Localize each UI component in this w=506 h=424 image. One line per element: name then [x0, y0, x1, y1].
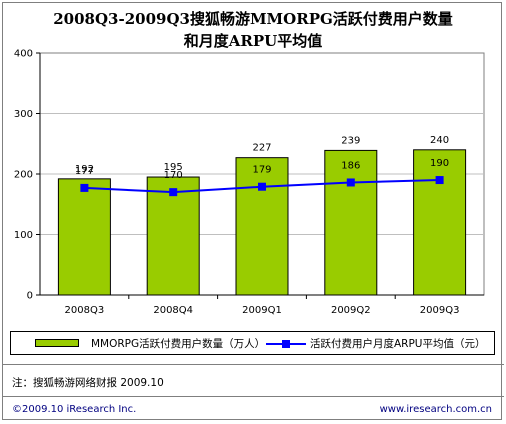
arpu-marker — [435, 176, 444, 185]
arpu-marker — [80, 183, 89, 192]
bar-value-label: 227 — [252, 143, 271, 154]
x-tick-label: 2009Q3 — [420, 305, 460, 316]
arpu-marker — [258, 182, 266, 191]
arpu-marker — [169, 188, 178, 197]
y-tick-label: 300 — [14, 109, 33, 120]
line-value-label: 170 — [164, 170, 183, 181]
bar — [57, 178, 111, 296]
legend-line-label: 活跃付费用户月度ARPU平均值（元） — [310, 338, 486, 350]
x-tick-label: 2009Q1 — [242, 305, 282, 316]
y-tick-label: 100 — [14, 230, 33, 241]
chart-frame — [2, 2, 502, 420]
y-tick-label: 400 — [14, 49, 33, 60]
chart-legend: MMORPG活跃付费用户数量（万人） 活跃付费用户月度ARPU平均值（元） — [10, 331, 495, 355]
website-link[interactable]: www.iresearch.com.cn — [379, 404, 492, 415]
bar-value-label: 240 — [430, 135, 449, 146]
x-tick-label: 2009Q2 — [331, 305, 371, 316]
line-value-label: 186 — [341, 160, 360, 171]
bar-value-label: 192 — [75, 164, 94, 175]
bar — [413, 149, 467, 296]
legend-bar-swatch — [35, 339, 79, 347]
chart-title-line1: 2008Q3-2009Q3搜狐畅游MMORPG活跃付费用户数量 — [53, 10, 453, 28]
copyright-text: ©2009.10 iResearch Inc. — [12, 404, 137, 415]
bar — [235, 157, 289, 296]
line-value-label: 190 — [430, 158, 449, 169]
y-tick-label: 0 — [27, 291, 33, 302]
bar-value-label: 239 — [341, 135, 360, 146]
line-value-label: 177 — [75, 166, 94, 177]
divider — [2, 364, 504, 365]
line-value-label: 179 — [252, 165, 271, 176]
bar — [324, 149, 378, 296]
bar-value-label: 195 — [164, 162, 183, 173]
arpu-marker — [346, 178, 355, 187]
chart-title-line2: 和月度ARPU平均值 — [183, 32, 323, 50]
source-note: 注：搜狐畅游网络财报 2009.10 — [12, 377, 164, 389]
x-tick-label: 2008Q3 — [65, 305, 105, 316]
chart-plot: 0 100 200 300 400 192 2008Q3 195 2008Q4 227 2009Q1… — [14, 49, 485, 316]
divider — [2, 396, 504, 397]
legend-bar-label: MMORPG活跃付费用户数量（万人） — [91, 338, 266, 350]
legend-line-marker — [282, 340, 290, 348]
x-tick-label: 2008Q4 — [153, 305, 193, 316]
y-tick-label: 200 — [14, 170, 33, 181]
bar — [146, 176, 200, 296]
